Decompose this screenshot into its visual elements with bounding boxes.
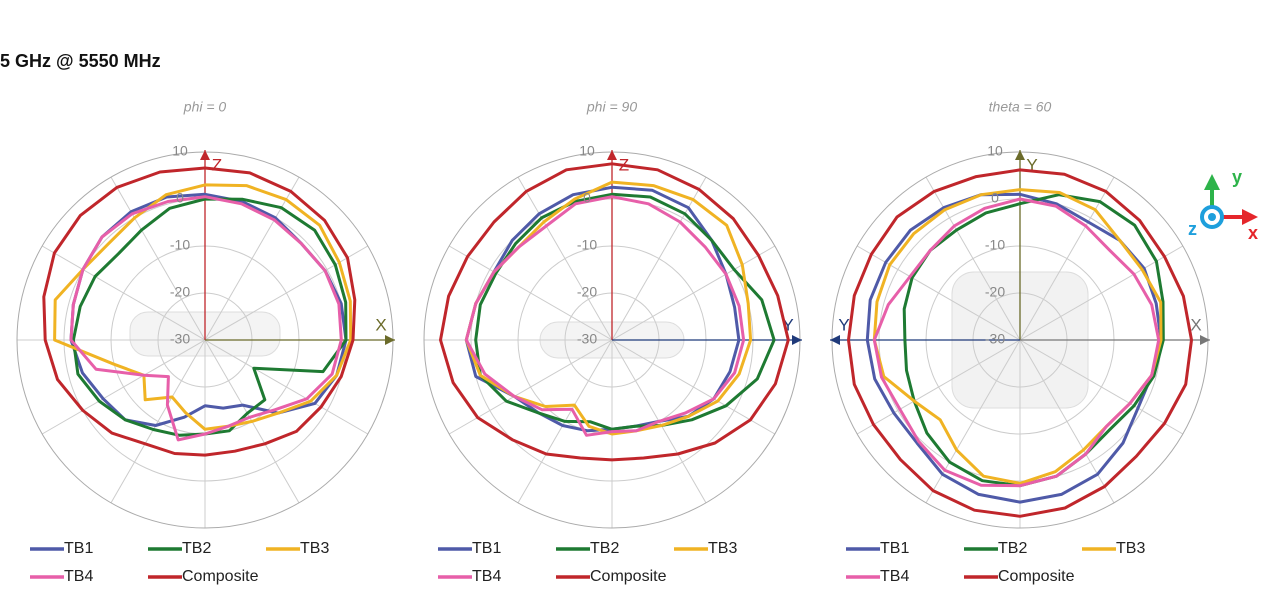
axis-arrow [792, 335, 802, 345]
chart-subtitle: phi = 0 [183, 99, 227, 115]
legend-label: TB1 [64, 540, 93, 557]
legend-label: TB2 [998, 540, 1027, 557]
axis-arrow [200, 150, 210, 160]
series-line [439, 162, 790, 462]
r-tick-label: -20 [985, 284, 1005, 300]
series-line [464, 195, 746, 437]
r-tick-label: 0 [991, 190, 999, 206]
page-title: 5 GHz @ 5550 MHz [0, 51, 161, 71]
r-tick-label: -20 [170, 284, 190, 300]
axis-arrow [607, 150, 617, 160]
series-line [865, 192, 1163, 504]
axis-label: Z [212, 155, 222, 174]
r-tick-label: -10 [577, 237, 597, 253]
orientation-icon: y z x [1188, 167, 1258, 243]
axis-label: X [1190, 315, 1201, 334]
legend-label: TB1 [472, 540, 501, 557]
axis-arrow [1200, 335, 1210, 345]
icon-z: z [1188, 219, 1197, 239]
axis-arrow [1015, 150, 1025, 160]
polar-chart: theta = 60 Y X Y TB1 TB2 TB3 TB4 Composite -30 -20… [830, 99, 1210, 585]
r-tick-label: -10 [170, 237, 190, 253]
r-tick-label: 10 [579, 143, 595, 159]
legend-label: Composite [182, 568, 259, 585]
series-line [69, 195, 343, 442]
legend-label: TB4 [880, 568, 909, 585]
r-tick-label: -30 [577, 331, 597, 347]
series-line [474, 192, 776, 431]
legend-label: TB3 [1116, 540, 1145, 557]
axis-arrow [385, 335, 395, 345]
icon-x: x [1248, 223, 1258, 243]
legend-label: Composite [590, 568, 667, 585]
legend-label: TB2 [182, 540, 211, 557]
legend-label: TB2 [590, 540, 619, 557]
chart-subtitle: phi = 90 [586, 99, 637, 115]
legend-label: TB4 [472, 568, 501, 585]
series-line [872, 188, 1163, 485]
r-tick-label: -30 [170, 331, 190, 347]
r-tick-label: -30 [985, 331, 1005, 347]
series-line [464, 180, 753, 436]
legend-label: TB1 [880, 540, 909, 557]
icon-y: y [1232, 167, 1242, 187]
series-line [464, 185, 741, 433]
polar-chart: phi = 0 Z X TB1 TB2 TB3 TB4 Composite -30 -20 -10 0… [16, 99, 395, 585]
legend-label: TB3 [300, 540, 329, 557]
axis-label: Y [838, 315, 849, 334]
r-tick-label: 10 [987, 143, 1003, 159]
axis-arrow [830, 335, 840, 345]
series-line [42, 166, 357, 457]
chart-subtitle: theta = 60 [989, 99, 1052, 115]
legend-label: TB4 [64, 568, 93, 585]
series-line [872, 197, 1161, 488]
legend-label: TB3 [708, 540, 737, 557]
r-tick-label: -20 [577, 284, 597, 300]
legend-label: Composite [998, 568, 1075, 585]
axis-label: Y [1026, 155, 1037, 174]
r-tick-label: 0 [583, 190, 591, 206]
r-tick-label: 0 [176, 190, 184, 206]
axis-label: Y [782, 315, 793, 334]
r-tick-label: -10 [985, 237, 1005, 253]
axis-label: X [375, 315, 386, 334]
series-line [847, 168, 1193, 518]
r-tick-label: 10 [172, 143, 188, 159]
